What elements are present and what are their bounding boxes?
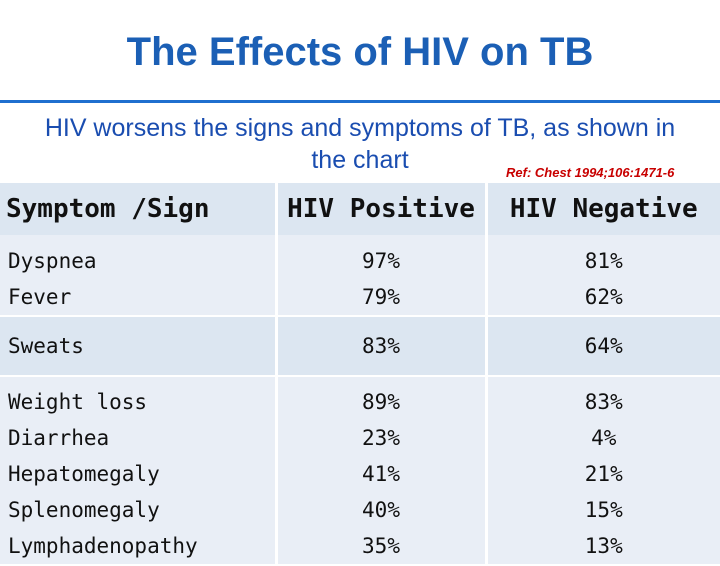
reference-citation: Ref: Chest 1994;106:1471-6 (506, 165, 674, 180)
subtitle-line-1: HIV worsens the signs and symptoms of TB… (0, 112, 720, 144)
hiv-positive-cell: 97% 79% (276, 235, 486, 316)
hiv-negative-cell: 83% 4% 21% 15% 13% (486, 376, 720, 565)
value-sweats-negative: 64% (486, 316, 720, 376)
value-sweats-positive: 83% (276, 316, 486, 376)
table-row-group-3: Weight loss Diarrhea Hepatomegaly Spleno… (0, 376, 720, 565)
header-hiv-negative: HIV Negative (486, 183, 720, 235)
symptom-cell: Dyspnea Fever (0, 235, 276, 316)
value-lymphadenopathy-positive: 35% (278, 528, 485, 564)
value-diarrhea-negative: 4% (488, 420, 720, 456)
value-lymphadenopathy-negative: 13% (488, 528, 720, 564)
value-dyspnea-positive: 97% (278, 243, 485, 279)
symptom-fever: Fever (8, 279, 275, 315)
value-fever-negative: 62% (488, 279, 720, 315)
symptom-sweats: Sweats (0, 316, 276, 376)
value-fever-positive: 79% (278, 279, 485, 315)
symptom-weight-loss: Weight loss (8, 384, 275, 420)
title-divider (0, 100, 720, 103)
value-splenomegaly-negative: 15% (488, 492, 720, 528)
symptom-diarrhea: Diarrhea (8, 420, 275, 456)
value-dyspnea-negative: 81% (488, 243, 720, 279)
value-splenomegaly-positive: 40% (278, 492, 485, 528)
symptom-hepatomegaly: Hepatomegaly (8, 456, 275, 492)
value-hepatomegaly-positive: 41% (278, 456, 485, 492)
symptom-cell: Weight loss Diarrhea Hepatomegaly Spleno… (0, 376, 276, 565)
table-row-group-1: Dyspnea Fever 97% 79% 81% 62% (0, 235, 720, 316)
hiv-negative-cell: 81% 62% (486, 235, 720, 316)
value-weight-loss-negative: 83% (488, 384, 720, 420)
symptom-lymphadenopathy: Lymphadenopathy (8, 528, 275, 564)
symptoms-table: Symptom /Sign HIV Positive HIV Negative … (0, 183, 720, 566)
slide-title: The Effects of HIV on TB (0, 30, 720, 75)
symptom-dyspnea: Dyspnea (8, 243, 275, 279)
value-hepatomegaly-negative: 21% (488, 456, 720, 492)
header-hiv-positive: HIV Positive (276, 183, 486, 235)
header-symptom: Symptom /Sign (0, 183, 276, 235)
hiv-positive-cell: 89% 23% 41% 40% 35% (276, 376, 486, 565)
value-diarrhea-positive: 23% (278, 420, 485, 456)
value-weight-loss-positive: 89% (278, 384, 485, 420)
table-row-group-2: Sweats 83% 64% (0, 316, 720, 376)
table-header-row: Symptom /Sign HIV Positive HIV Negative (0, 183, 720, 235)
symptom-splenomegaly: Splenomegaly (8, 492, 275, 528)
